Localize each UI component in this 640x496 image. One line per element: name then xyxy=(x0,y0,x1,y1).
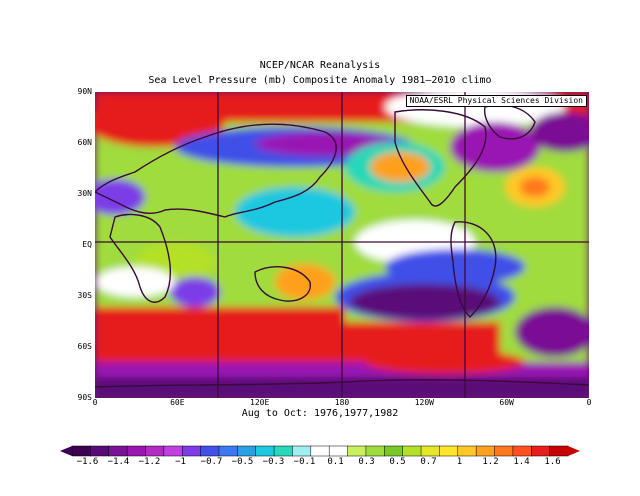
colorbar-swatch xyxy=(273,445,293,457)
colorbar-label: −1.6 xyxy=(76,457,99,467)
coastlines xyxy=(95,104,589,388)
attribution-label: NOAA/ESRL Physical Sciences Division xyxy=(405,95,587,107)
colorbar-swatch xyxy=(328,445,349,457)
colorbar-label: −1.4 xyxy=(107,457,130,467)
colorbar-swatch xyxy=(494,445,514,457)
colorbar-swatch xyxy=(181,445,202,457)
longitude-label: 60E xyxy=(170,398,185,407)
colorbar-swatch xyxy=(218,445,238,457)
colorbar-swatch xyxy=(475,445,496,457)
colorbar-swatch xyxy=(365,445,385,457)
colorbar-swatch xyxy=(531,445,551,457)
latitude-label: 90N xyxy=(77,87,92,96)
colorbar-label: 0.1 xyxy=(327,457,344,467)
colorbar-label: −1.2 xyxy=(138,457,161,467)
longitude-label: 0 xyxy=(92,398,98,407)
colorbar-label: 1.2 xyxy=(482,457,499,467)
colorbar-swatch xyxy=(292,445,312,457)
colorbar-label: 1.6 xyxy=(544,457,561,467)
colorbar-label: 0.7 xyxy=(420,457,437,467)
longitude-label: 180 xyxy=(334,398,350,407)
colorbar-swatch xyxy=(420,445,440,457)
latitude-label: 90S xyxy=(77,393,92,402)
colorbar-swatch xyxy=(439,445,459,457)
colorbar-swatch xyxy=(108,445,128,457)
latitude-label: 60N xyxy=(77,138,92,147)
colorbar-swatch xyxy=(255,445,275,457)
colorbar-label: 1.4 xyxy=(513,457,530,467)
latitude-label: EQ xyxy=(82,240,92,249)
colorbar-swatch xyxy=(90,445,110,457)
colorbar-swatch xyxy=(163,445,183,457)
colorbar-label: −0.3 xyxy=(262,457,285,467)
colorbar-swatch xyxy=(457,445,477,457)
colorbar-swatch xyxy=(512,445,532,457)
colorbar xyxy=(60,445,580,457)
colorbar-swatch xyxy=(347,445,367,457)
latitude-label: 30S xyxy=(77,291,92,300)
colorbar-label: 1 xyxy=(456,457,463,467)
colorbar-label: −0.1 xyxy=(293,457,316,467)
colorbar-label: −1 xyxy=(175,457,186,467)
longitude-label: 0 xyxy=(586,398,592,407)
colorbar-swatch xyxy=(126,445,147,457)
anomaly-field xyxy=(95,92,589,398)
latitude-label: 30N xyxy=(77,189,92,198)
colorbar-swatch xyxy=(549,445,569,457)
colorbar-label: −0.5 xyxy=(231,457,254,467)
latitude-label: 60S xyxy=(77,342,92,351)
colorbar-label: −0.7 xyxy=(200,457,223,467)
longitude-label: 120E xyxy=(250,398,270,407)
colorbar-swatch xyxy=(310,445,330,457)
colorbar-label: 0.5 xyxy=(389,457,406,467)
graticule xyxy=(95,92,589,398)
anomaly-map: NOAA/ESRL Physical Sciences Division xyxy=(95,92,589,398)
colorbar-swatch xyxy=(384,445,404,457)
colorbar-label: 0.3 xyxy=(358,457,375,467)
map-title: NCEP/NCAR Reanalysis xyxy=(259,60,381,71)
colorbar-swatch xyxy=(402,445,422,457)
longitude-label: 120W xyxy=(414,398,434,407)
colorbar-low-arrow xyxy=(60,446,72,456)
colorbar-high-arrow xyxy=(568,446,580,456)
colorbar-swatch xyxy=(237,445,257,457)
longitude-label: 60W xyxy=(499,398,514,407)
colorbar-swatch xyxy=(71,445,91,457)
colorbar-swatch xyxy=(145,445,165,457)
composite-period: Aug to Oct: 1976,1977,1982 xyxy=(241,408,399,419)
colorbar-swatch xyxy=(200,445,220,457)
map-subtitle: Sea Level Pressure (mb) Composite Anomal… xyxy=(148,75,492,86)
